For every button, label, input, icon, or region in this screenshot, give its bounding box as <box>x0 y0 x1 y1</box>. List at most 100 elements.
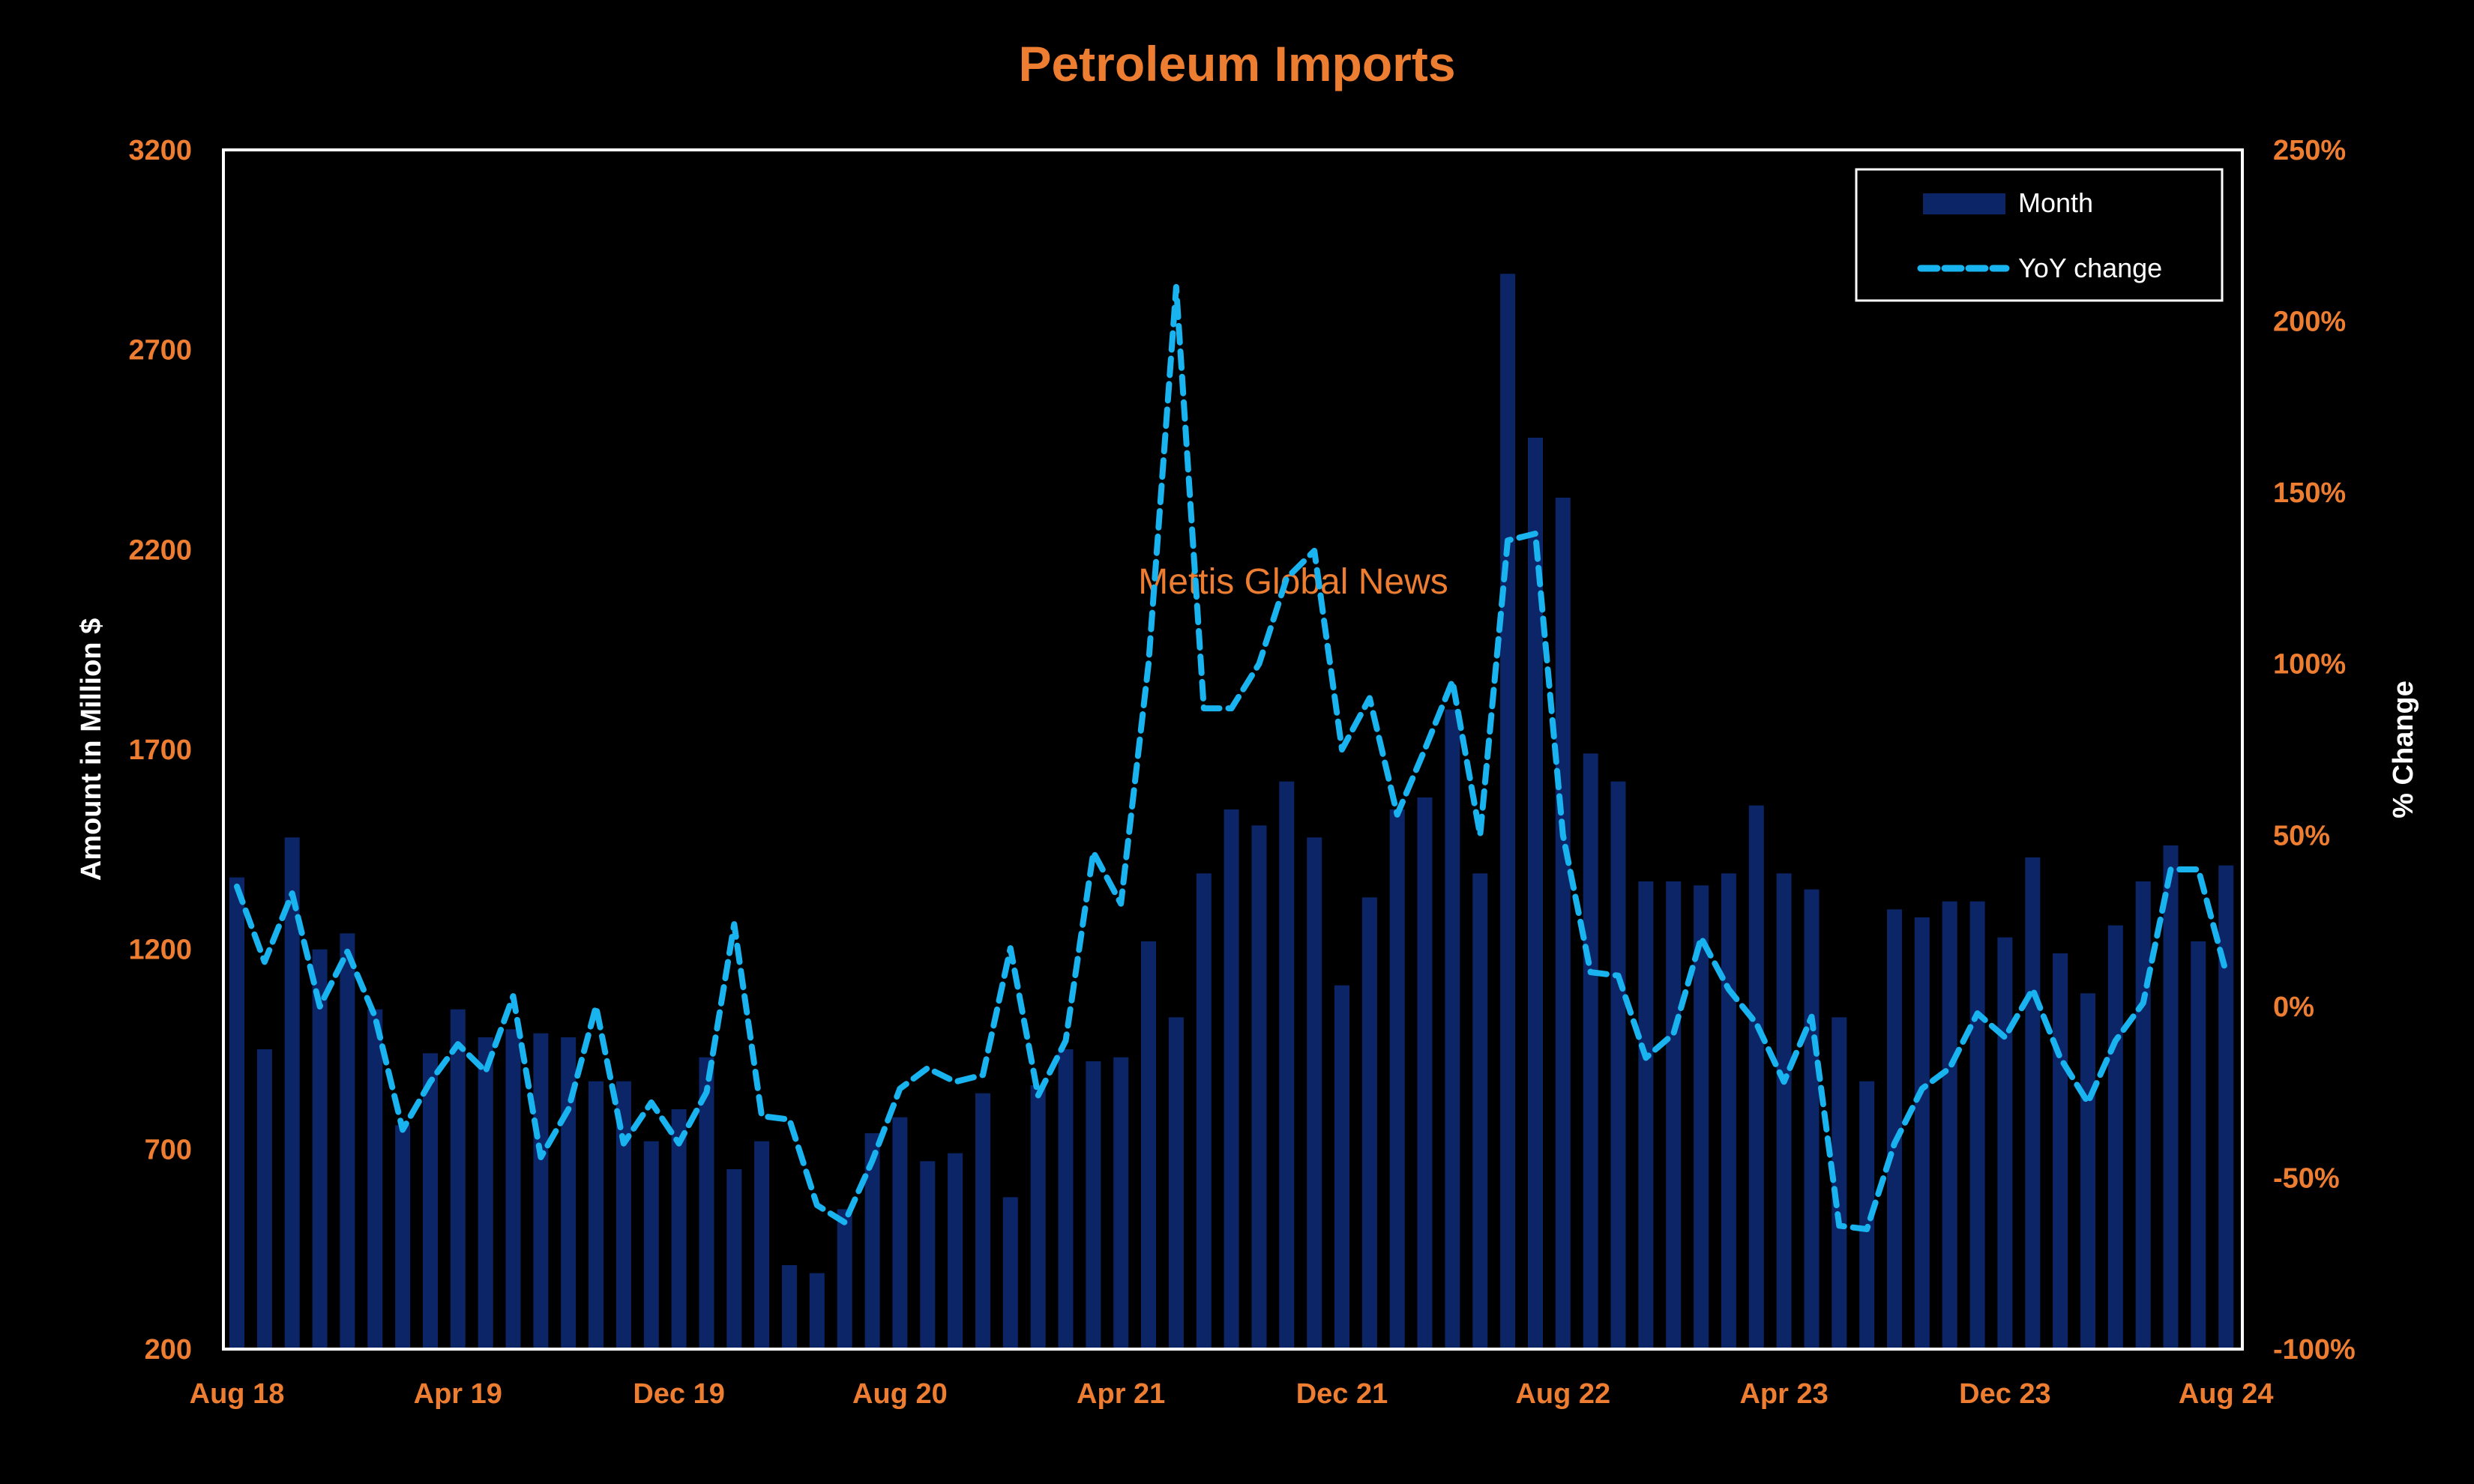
bar-month-67 <box>2080 993 2095 1349</box>
bar-month-59 <box>1859 1081 1875 1349</box>
plot-frame <box>222 148 2244 1351</box>
left-tick-label-0: 3200 <box>128 135 192 166</box>
bar-month-30 <box>1058 1049 1074 1349</box>
bar-month-38 <box>1279 781 1295 1349</box>
bar-month-57 <box>1804 889 1820 1349</box>
x-tick-label-1: Apr 19 <box>414 1378 502 1410</box>
bar-month-60 <box>1887 909 1902 1349</box>
bar-month-63 <box>1969 901 1985 1349</box>
x-tick-label-2: Dec 19 <box>633 1378 725 1410</box>
right-tick-label-7: -100% <box>2273 1334 2356 1366</box>
bar-month-19 <box>754 1141 770 1349</box>
yoy-line-group <box>234 283 2230 1232</box>
left-tick-label-1: 2700 <box>128 335 192 367</box>
bar-month-15 <box>643 1141 659 1349</box>
bar-month-54 <box>1721 873 1736 1349</box>
bar-month-68 <box>2107 925 2123 1349</box>
right-axis-ticks: 250% 200% 150% 100% 50% 0% -50% -100% <box>2273 135 2356 1366</box>
bar-month-58 <box>1832 1017 1847 1349</box>
legend-swatch-month <box>1923 193 2005 214</box>
x-tick-label-9: Aug 24 <box>2179 1378 2274 1410</box>
left-tick-label-4: 1200 <box>128 935 192 966</box>
bar-month-21 <box>809 1273 825 1349</box>
x-tick-label-3: Aug 20 <box>852 1378 948 1410</box>
right-tick-label-4: 50% <box>2273 820 2330 851</box>
legend-label-month: Month <box>2018 187 2093 218</box>
bar-month-17 <box>699 1057 714 1349</box>
bar-month-35 <box>1196 873 1212 1349</box>
legend-box <box>1855 168 2224 302</box>
x-tick-label-6: Aug 22 <box>1515 1378 1610 1410</box>
bar-month-48 <box>1555 498 1571 1349</box>
bar-month-55 <box>1748 805 1764 1349</box>
bar-month-56 <box>1776 873 1792 1349</box>
bar-month-45 <box>1472 873 1488 1349</box>
right-tick-label-6: -50% <box>2273 1162 2340 1194</box>
bar-month-27 <box>975 1093 990 1349</box>
bar-month-25 <box>920 1161 936 1349</box>
bar-month-47 <box>1528 438 1543 1349</box>
bar-month-18 <box>726 1169 742 1349</box>
bar-month-52 <box>1666 881 1682 1349</box>
bar-month-22 <box>837 1209 852 1349</box>
left-tick-label-3: 1700 <box>128 735 192 766</box>
bar-month-11 <box>533 1033 549 1349</box>
bar-month-10 <box>505 1029 521 1349</box>
y-axis-left-label: Amount in Million $ <box>76 618 107 881</box>
left-axis-ticks: 3200 2700 2200 1700 1200 700 200 <box>128 135 192 1366</box>
bar-month-51 <box>1638 881 1654 1349</box>
bar-month-32 <box>1113 1057 1129 1349</box>
right-tick-label-2: 150% <box>2273 477 2346 509</box>
bar-month-49 <box>1583 753 1598 1349</box>
bar-month-40 <box>1334 985 1349 1349</box>
bar-month-70 <box>2163 845 2179 1349</box>
bar-month-36 <box>1224 809 1239 1349</box>
bar-month-20 <box>782 1265 797 1349</box>
bar-month-24 <box>892 1117 908 1349</box>
bar-month-44 <box>1445 709 1460 1349</box>
left-tick-label-2: 2200 <box>128 534 192 566</box>
bar-month-43 <box>1417 797 1433 1349</box>
bars-group <box>229 274 2234 1349</box>
bar-month-46 <box>1500 274 1516 1349</box>
bar-month-26 <box>948 1153 963 1349</box>
bar-month-5 <box>367 1009 383 1349</box>
legend: Month YoY change <box>1855 168 2224 302</box>
bar-month-7 <box>423 1053 438 1349</box>
bar-month-9 <box>478 1037 493 1349</box>
left-tick-label-5: 700 <box>145 1134 192 1165</box>
bar-month-6 <box>395 1125 411 1349</box>
bar-month-53 <box>1694 885 1709 1349</box>
bar-month-39 <box>1307 837 1322 1349</box>
bar-month-66 <box>2053 953 2068 1349</box>
bar-month-64 <box>1997 937 2013 1349</box>
x-axis-ticks: Aug 18 Apr 19 Dec 19 Aug 20 Apr 21 Dec 21 Aug … <box>190 1378 2274 1410</box>
bar-month-41 <box>1361 897 1377 1349</box>
bar-month-72 <box>2218 865 2234 1349</box>
bar-month-13 <box>589 1081 604 1349</box>
x-tick-label-7: Apr 23 <box>1739 1378 1828 1410</box>
bar-month-0 <box>229 877 244 1349</box>
bar-month-50 <box>1610 781 1626 1349</box>
bar-month-1 <box>256 1049 272 1349</box>
bar-month-31 <box>1086 1061 1101 1349</box>
bar-month-28 <box>1002 1197 1018 1349</box>
bar-month-62 <box>1942 901 1957 1349</box>
x-tick-label-8: Dec 23 <box>1959 1378 2051 1410</box>
right-tick-label-5: 0% <box>2273 992 2314 1023</box>
right-tick-label-3: 100% <box>2273 649 2346 681</box>
bar-month-34 <box>1168 1017 1184 1349</box>
bar-month-23 <box>864 1133 880 1349</box>
bar-month-37 <box>1251 825 1267 1349</box>
bar-month-14 <box>616 1081 631 1349</box>
bar-month-2 <box>284 837 300 1349</box>
x-tick-label-5: Dec 21 <box>1296 1378 1388 1410</box>
bar-month-42 <box>1389 809 1405 1349</box>
bar-month-65 <box>2025 857 2041 1349</box>
y-axis-right-label: % Change <box>2388 681 2419 818</box>
left-tick-label-6: 200 <box>145 1334 192 1366</box>
bar-month-16 <box>671 1109 687 1349</box>
right-tick-label-1: 200% <box>2273 307 2346 338</box>
right-tick-label-0: 250% <box>2273 135 2346 166</box>
